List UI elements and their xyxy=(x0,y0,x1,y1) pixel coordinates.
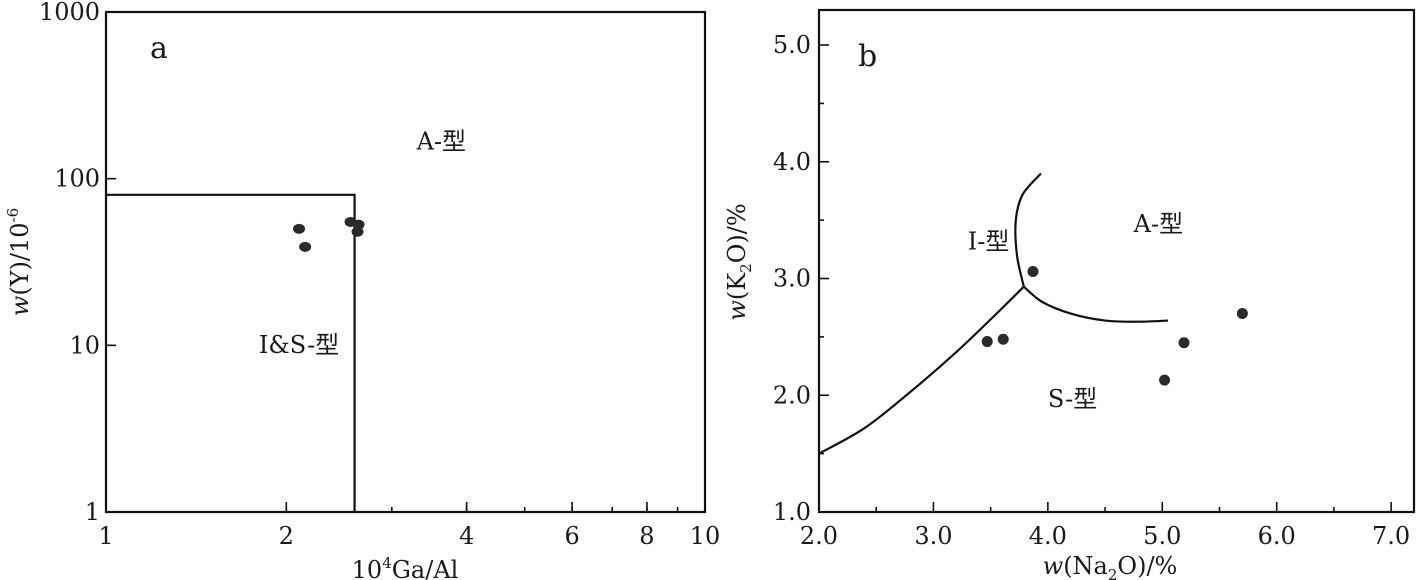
chart-b-region-label: S-型 xyxy=(1048,385,1097,413)
chart-b-xtick-label: 7.0 xyxy=(1372,522,1410,550)
chart-a-region-label: A-型 xyxy=(416,127,466,155)
chart-b-frame xyxy=(817,8,1416,514)
chart-b-xlabel-post: O)/% xyxy=(1117,552,1177,580)
chart-b-ylabel-w: w xyxy=(723,300,751,321)
chart-a-xtick-label: 10 xyxy=(690,522,721,550)
chart-b-ytick-label: 5.0 xyxy=(773,31,811,59)
chart-a-ylabel-pre: (Y)/10 xyxy=(6,222,34,295)
chart-a-ytick-label: 10 xyxy=(69,331,100,359)
chart-a-xtick-label: 4 xyxy=(459,522,474,550)
chart-b-point xyxy=(997,333,1009,345)
chart-a-ylabel: w(Y)/10-6 xyxy=(4,208,34,316)
chart-a-ytick-label: 100 xyxy=(54,165,100,193)
chart-a-xtick-label: 1 xyxy=(98,522,113,550)
chart-b-panel-label: b xyxy=(858,39,877,74)
chart-b: b 2.0 3.0 4.0 5.0 6.0 7.01.02.03.04.05.0 I-型A… xyxy=(723,8,1416,580)
chart-b-region-label: A-型 xyxy=(1133,210,1183,238)
chart-b-xtick-label: 3.0 xyxy=(914,522,952,550)
chart-a-panel-label: a xyxy=(150,31,168,66)
chart-a-points xyxy=(293,216,365,252)
chart-a-frame xyxy=(104,10,707,514)
chart-a-boundary xyxy=(106,193,356,512)
chart-a-ytick-label: 1000 xyxy=(39,0,100,26)
chart-b-ylabel-pre: (K xyxy=(723,272,751,300)
chart-b-boundary-curve xyxy=(1023,285,1169,323)
chart-b-xtick-label: 4.0 xyxy=(1029,522,1067,550)
chart-b-ytick-label: 4.0 xyxy=(773,148,811,176)
chart-a-ylabel-sup: -6 xyxy=(4,208,22,223)
chart-a-point xyxy=(351,226,364,237)
chart-a-ylabel-w: w xyxy=(6,295,34,316)
chart-b-xlabel-sub: 2 xyxy=(1108,566,1118,580)
chart-a-region-label: I&S-型 xyxy=(259,331,339,359)
chart-b-xlabel: w(Na2O)/% xyxy=(1043,552,1178,580)
chart-b-xtick-label: 2.0 xyxy=(800,522,838,550)
chart-a-xlabel: 104Ga/Al xyxy=(352,554,459,580)
chart-b-point xyxy=(1027,266,1039,278)
chart-a-xtick-label: 6 xyxy=(564,522,579,550)
chart-b-ytick-label: 3.0 xyxy=(773,265,811,293)
chart-b-point xyxy=(1159,374,1171,386)
chart-b-xtick-label: 6.0 xyxy=(1258,522,1296,550)
chart-a-xtick-label: 2 xyxy=(279,522,294,550)
chart-b-xtick-label: 5.0 xyxy=(1143,522,1181,550)
chart-b-points xyxy=(981,266,1248,386)
chart-a-xlabel-post: Ga/Al xyxy=(392,556,459,580)
chart-a-point xyxy=(293,223,306,234)
chart-b-xlabel-pre: (Na xyxy=(1063,552,1108,580)
chart-b-region-label: I-型 xyxy=(968,227,1010,255)
chart-a-ytick-label: 1 xyxy=(85,498,100,526)
chart-b-ytick-label: 1.0 xyxy=(773,498,811,526)
chart-a-xlabel-sup: 4 xyxy=(382,554,392,572)
chart-b-ytick-label: 2.0 xyxy=(773,381,811,409)
chart-b-boundary-curve xyxy=(818,285,1025,455)
chart-b-ylabel-post: O)/% xyxy=(723,203,751,263)
chart-b-boundary-curve xyxy=(1014,172,1042,287)
chart-b-xlabel-w: w xyxy=(1043,552,1064,580)
chart-b-ticks: 2.0 3.0 4.0 5.0 6.0 7.01.02.03.04.05.0 xyxy=(773,31,1410,550)
chart-a-xlabel-pre: 10 xyxy=(352,556,383,580)
chart-b-ylabel: w(K2O)/% xyxy=(723,203,755,320)
chart-a-regions: A-型 I&S-型 xyxy=(259,127,466,359)
chart-b-boundaries xyxy=(818,172,1169,455)
chart-b-point xyxy=(981,336,993,348)
chart-b-point xyxy=(1178,337,1190,349)
chart-b-regions: I-型 A-型 S-型 xyxy=(968,210,1183,413)
chart-a-ticks: 1 2 4 6 8 10 1 10 100 1000 xyxy=(39,0,720,550)
chart-a-point xyxy=(299,241,312,252)
chart-b-point xyxy=(1236,308,1248,320)
chart-a-xtick-label: 8 xyxy=(639,522,654,550)
chart-b-ylabel-sub: 2 xyxy=(737,263,755,273)
